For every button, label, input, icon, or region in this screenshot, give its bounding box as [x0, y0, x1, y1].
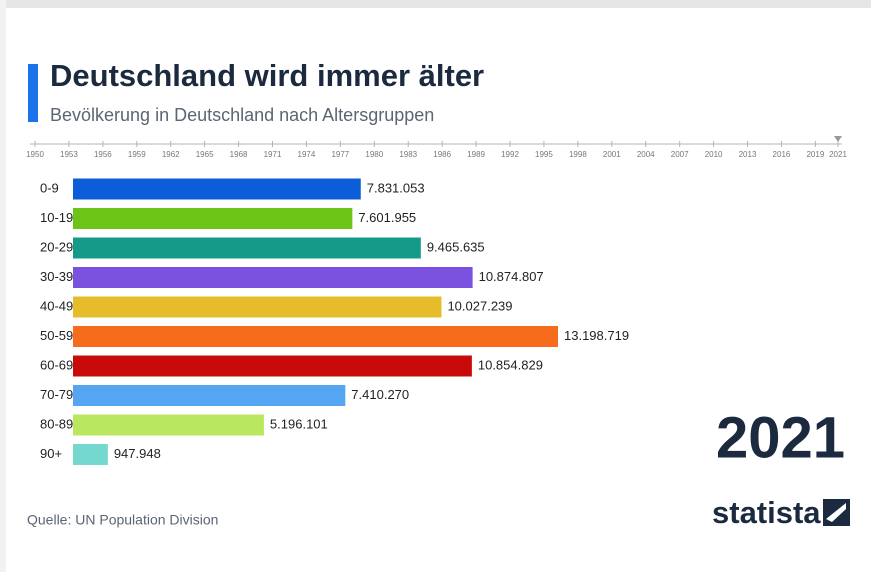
- value-label: 7.410.270: [351, 387, 409, 402]
- category-label: 0-9: [40, 180, 59, 195]
- bar: [73, 178, 361, 200]
- top-border: [0, 0, 871, 8]
- timeline-label: 1968: [230, 150, 248, 159]
- bar: [73, 414, 264, 436]
- logo: statista: [712, 495, 821, 530]
- timeline-label: 2004: [637, 150, 655, 159]
- timeline-label: 2021: [829, 150, 847, 159]
- category-label: 60-69: [40, 357, 73, 372]
- timeline-label: 2013: [739, 150, 757, 159]
- timeline-label: 1974: [298, 150, 316, 159]
- timeline-label: 1986: [433, 150, 451, 159]
- value-label: 9.465.635: [427, 239, 485, 254]
- bar: [73, 326, 558, 347]
- category-label: 40-49: [40, 298, 73, 313]
- bar: [73, 237, 421, 259]
- timeline-label: 1995: [535, 150, 553, 159]
- timeline-label: 1977: [331, 150, 349, 159]
- timeline-label: 1992: [501, 150, 519, 159]
- left-border: [0, 0, 6, 572]
- timeline-label: 2016: [773, 150, 791, 159]
- timeline-label: 1953: [60, 150, 78, 159]
- timeline-label: 1983: [399, 150, 417, 159]
- timeline-marker: [834, 136, 842, 142]
- timeline-label: 1956: [94, 150, 112, 159]
- value-label: 10.854.829: [478, 357, 543, 372]
- timeline-label: 1998: [569, 150, 587, 159]
- category-label: 20-29: [40, 239, 73, 254]
- value-label: 947.948: [114, 446, 161, 461]
- value-label: 7.831.053: [367, 180, 425, 195]
- bar: [73, 267, 473, 288]
- timeline-label: 1965: [196, 150, 214, 159]
- timeline-label: 1962: [162, 150, 180, 159]
- category-label: 70-79: [40, 387, 73, 402]
- logo-icon: [823, 499, 850, 526]
- value-label: 5.196.101: [270, 416, 328, 431]
- category-label: 90+: [40, 446, 62, 461]
- title-accent: [28, 64, 38, 122]
- timeline-label: 2019: [806, 150, 824, 159]
- value-label: 7.601.955: [358, 210, 416, 225]
- chart-subtitle: Bevölkerung in Deutschland nach Altersgr…: [50, 105, 434, 125]
- value-label: 10.874.807: [479, 269, 544, 284]
- category-label: 30-39: [40, 269, 73, 284]
- bar: [73, 296, 442, 318]
- value-label: 10.027.239: [447, 298, 512, 313]
- category-label: 50-59: [40, 328, 73, 343]
- bar: [73, 208, 353, 229]
- category-label: 10-19: [40, 210, 73, 225]
- timeline-label: 1971: [264, 150, 282, 159]
- bar: [73, 444, 108, 465]
- timeline-label: 2007: [671, 150, 689, 159]
- timeline-label: 2001: [603, 150, 621, 159]
- source: Quelle: UN Population Division: [27, 512, 218, 528]
- bar: [73, 385, 346, 406]
- chart-title: Deutschland wird immer älter: [50, 58, 484, 93]
- value-label: 13.198.719: [564, 328, 629, 343]
- current-year: 2021: [716, 405, 845, 470]
- bar: [73, 355, 472, 377]
- timeline-label: 1980: [365, 150, 383, 159]
- category-label: 80-89: [40, 416, 73, 431]
- timeline-label: 1989: [467, 150, 485, 159]
- timeline-label: 1950: [26, 150, 44, 159]
- timeline-label: 1959: [128, 150, 146, 159]
- timeline-label: 2010: [705, 150, 723, 159]
